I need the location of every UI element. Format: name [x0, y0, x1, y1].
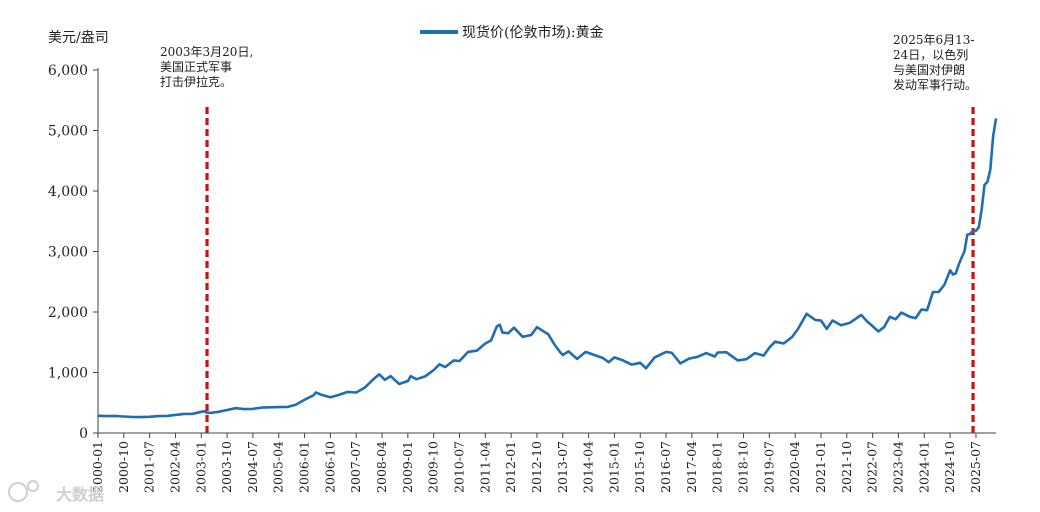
x-tick-label: 2025-07 [968, 441, 983, 493]
x-tick-label: 2007-07 [348, 441, 363, 493]
y-tick-label: 3,000 [48, 245, 88, 261]
series-layer [97, 118, 998, 419]
x-tick-label: 2017-04 [684, 441, 699, 493]
y-tick-label: 0 [79, 426, 88, 442]
x-tick-label: 2021-01 [813, 441, 828, 493]
y-tick-label: 1,000 [48, 366, 88, 382]
x-tick-label: 2016-07 [658, 441, 673, 493]
x-tick-label: 2024-01 [916, 441, 931, 493]
watermark-text: 大数据 [56, 485, 104, 504]
x-tick-label: 2014-04 [581, 441, 596, 493]
x-tick-label: 2023-04 [890, 441, 905, 493]
event-label-iraq-war: 打击伊拉克。 [160, 74, 232, 89]
axes: 0 1,000 2,000 3,000 4,000 5,000 6,000 2000-01 20… [48, 63, 996, 493]
y-axis-unit-label: 美元/盎司 [48, 30, 109, 46]
x-tick-label: 2020-04 [787, 441, 802, 493]
x-tick-label: 2019-07 [761, 441, 776, 493]
event-label-iraq-war: 美国正式军事 [160, 60, 232, 74]
x-tick-label: 2018-01 [710, 441, 725, 493]
event-label-israel-iran: 与美国对伊朗 [893, 63, 965, 77]
y-tick-label: 6,000 [48, 63, 88, 79]
x-tick-label: 2000-01 [90, 441, 105, 493]
event-label-israel-iran: 24日，以色列 [893, 48, 968, 62]
x-tick-label: 2006-01 [297, 441, 312, 493]
x-tick-label: 2024-10 [942, 441, 957, 493]
x-tick-label: 2012-01 [503, 441, 518, 493]
x-tick-label: 2015-01 [606, 441, 621, 493]
x-tick-label: 2022-07 [865, 441, 880, 493]
legend: 现货价(伦敦市场):黄金 [420, 24, 604, 41]
x-tick-label: 2013-07 [555, 441, 570, 493]
watermark: 大数据 [8, 480, 104, 504]
watermark-logo-icon [8, 482, 28, 502]
y-tick-label: 5,000 [48, 124, 88, 140]
x-tick-label: 2008-04 [374, 441, 389, 493]
x-tick-label: 2005-04 [271, 441, 286, 493]
x-tick-label: 2003-01 [193, 441, 208, 493]
event-label-israel-iran: 发动军事行动。 [893, 77, 977, 92]
event-label-israel-iran: 2025年6月13- [893, 33, 975, 47]
watermark-logo-icon [27, 480, 39, 492]
x-tick-label: 2018-10 [736, 441, 751, 493]
y-tick-label: 4,000 [48, 184, 88, 200]
x-tick-label: 2009-10 [426, 441, 441, 493]
legend-label: 现货价(伦敦市场):黄金 [462, 24, 604, 41]
x-tick-label: 2002-04 [167, 441, 182, 493]
x-tick-label: 2021-10 [839, 441, 854, 493]
x-tick-label: 2003-10 [219, 441, 234, 493]
y-tick-label: 2,000 [48, 305, 88, 321]
x-tick-label: 2001-07 [142, 441, 157, 493]
x-tick-label: 2006-10 [322, 441, 337, 493]
event-label-iraq-war: 2003年3月20日, [160, 45, 253, 59]
x-tick-label: 2011-04 [477, 441, 492, 493]
x-tick-label: 2000-10 [116, 441, 131, 493]
x-tick-label: 2012-10 [529, 441, 544, 493]
series-line-gold [97, 118, 998, 419]
x-tick-label: 2009-01 [400, 441, 415, 493]
x-tick-label: 2015-10 [632, 441, 647, 493]
x-tick-label: 2010-07 [451, 441, 466, 493]
x-tick-label: 2004-07 [245, 441, 260, 493]
